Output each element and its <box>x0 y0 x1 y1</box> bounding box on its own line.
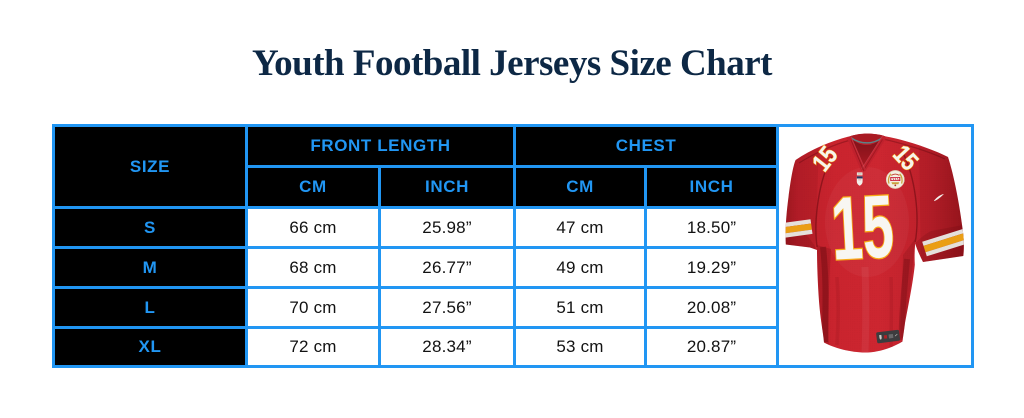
right-sleeve-stripes <box>922 228 964 257</box>
header-chest: CHEST <box>513 124 780 168</box>
chest-number: 15 <box>828 174 898 280</box>
row-s-size: S <box>52 206 248 249</box>
row-s-front-cm: 66 cm <box>245 206 381 249</box>
row-xl-chest-inch: 20.87” <box>644 326 780 368</box>
page-title: Youth Football Jerseys Size Chart <box>252 43 772 84</box>
row-xl-front-inch: 28.34” <box>377 326 517 368</box>
row-s-front-inch: 25.98” <box>377 206 517 249</box>
row-xl-size: XL <box>52 326 248 368</box>
jersey-image-cell: 15 15 15 <box>776 124 975 368</box>
row-m-chest-inch: 19.29” <box>644 246 780 289</box>
row-s-chest-cm: 47 cm <box>513 206 648 249</box>
jersey-image: 15 15 15 <box>779 127 971 365</box>
row-l-size: L <box>52 286 248 329</box>
row-s-chest-inch: 18.50” <box>644 206 780 249</box>
header-size: SIZE <box>52 124 248 209</box>
row-xl-front-cm: 72 cm <box>245 326 381 368</box>
row-l-chest-inch: 20.08” <box>644 286 780 329</box>
jock-tag <box>876 329 901 344</box>
jersey-graphic: 15 15 15 <box>785 133 964 353</box>
row-m-chest-cm: 49 cm <box>513 246 648 289</box>
row-l-chest-cm: 51 cm <box>513 286 648 329</box>
header-chest-inch: INCH <box>644 165 780 209</box>
team-patch-icon <box>886 170 905 189</box>
table-row-s: S 66 cm 25.98” 47 cm 18.50” <box>52 206 973 249</box>
row-m-size: M <box>52 246 248 289</box>
header-chest-cm: CM <box>513 165 648 209</box>
jersey-collar <box>846 133 887 172</box>
table-row-l: L 70 cm 27.56” 51 cm 20.08” <box>52 286 973 329</box>
header-front-cm: CM <box>245 165 381 209</box>
jersey-body <box>785 133 964 353</box>
row-m-front-cm: 68 cm <box>245 246 381 289</box>
table-row-m: M 68 cm 26.77” 49 cm 19.29” <box>52 246 973 289</box>
header-front-inch: INCH <box>377 165 517 209</box>
nike-swoosh-icon <box>934 194 944 202</box>
nfl-shield-icon <box>856 172 863 186</box>
row-l-front-inch: 27.56” <box>377 286 517 329</box>
header-front-length: FRONT LENGTH <box>244 124 517 168</box>
row-l-front-cm: 70 cm <box>245 286 381 329</box>
svg-text:15: 15 <box>829 175 896 278</box>
size-chart-table: SIZE FRONT LENGTH CHEST <box>52 124 975 368</box>
row-m-front-inch: 26.77” <box>377 246 517 289</box>
row-xl-chest-cm: 53 cm <box>513 326 648 368</box>
table-row-xl: XL 72 cm 28.34” 53 cm 20.87” <box>52 326 973 368</box>
left-sleeve-stripes <box>785 219 813 238</box>
